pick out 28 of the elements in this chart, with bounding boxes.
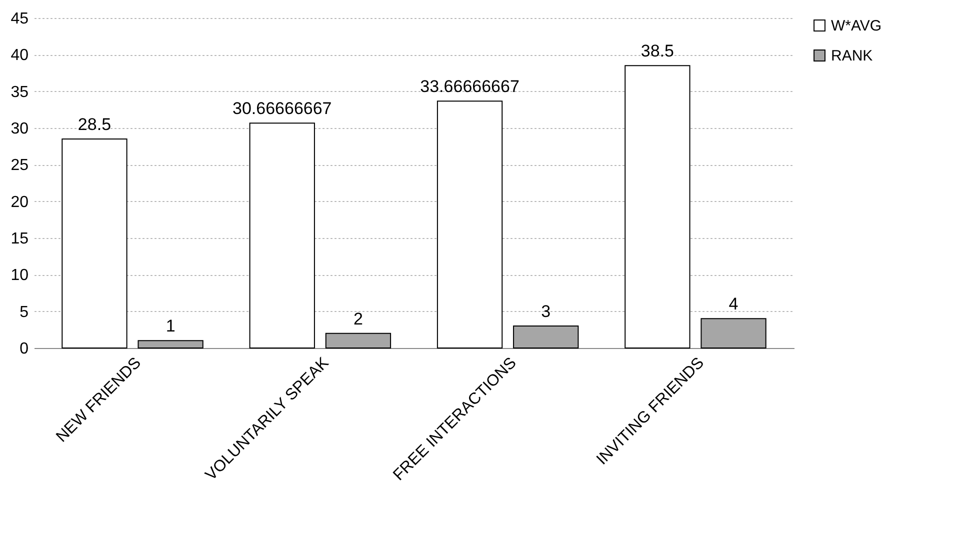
data-label: 2 (353, 309, 363, 328)
data-label: 1 (166, 316, 176, 336)
bar (436, 100, 503, 348)
data-label: 30.66666667 (232, 99, 332, 118)
y-tick-label: 0 (20, 340, 29, 358)
bar (513, 326, 579, 348)
y-tick-label: 35 (10, 84, 29, 101)
y-tick-label: 5 (20, 304, 29, 321)
data-label: 4 (728, 294, 738, 314)
data-label: 38.5 (640, 42, 674, 61)
bar (62, 138, 128, 348)
y-tick-label: 10 (10, 267, 29, 284)
bar (624, 65, 690, 348)
y-tick-label: 40 (10, 47, 29, 64)
y-tick-label: 30 (10, 120, 29, 138)
y-tick-label: 25 (10, 157, 29, 174)
bar (249, 122, 315, 348)
bar (700, 318, 766, 348)
bar (325, 332, 392, 348)
data-label: 33.66666667 (420, 77, 520, 96)
y-tick-label: 20 (10, 194, 29, 211)
y-tick-label: 15 (10, 230, 29, 248)
y-tick-label: 45 (10, 10, 29, 28)
legend-label: W*AVG (831, 18, 882, 34)
legend-label: RANK (831, 48, 873, 64)
data-label: 28.5 (78, 115, 112, 134)
bar (138, 340, 204, 348)
data-label: 3 (541, 302, 551, 321)
